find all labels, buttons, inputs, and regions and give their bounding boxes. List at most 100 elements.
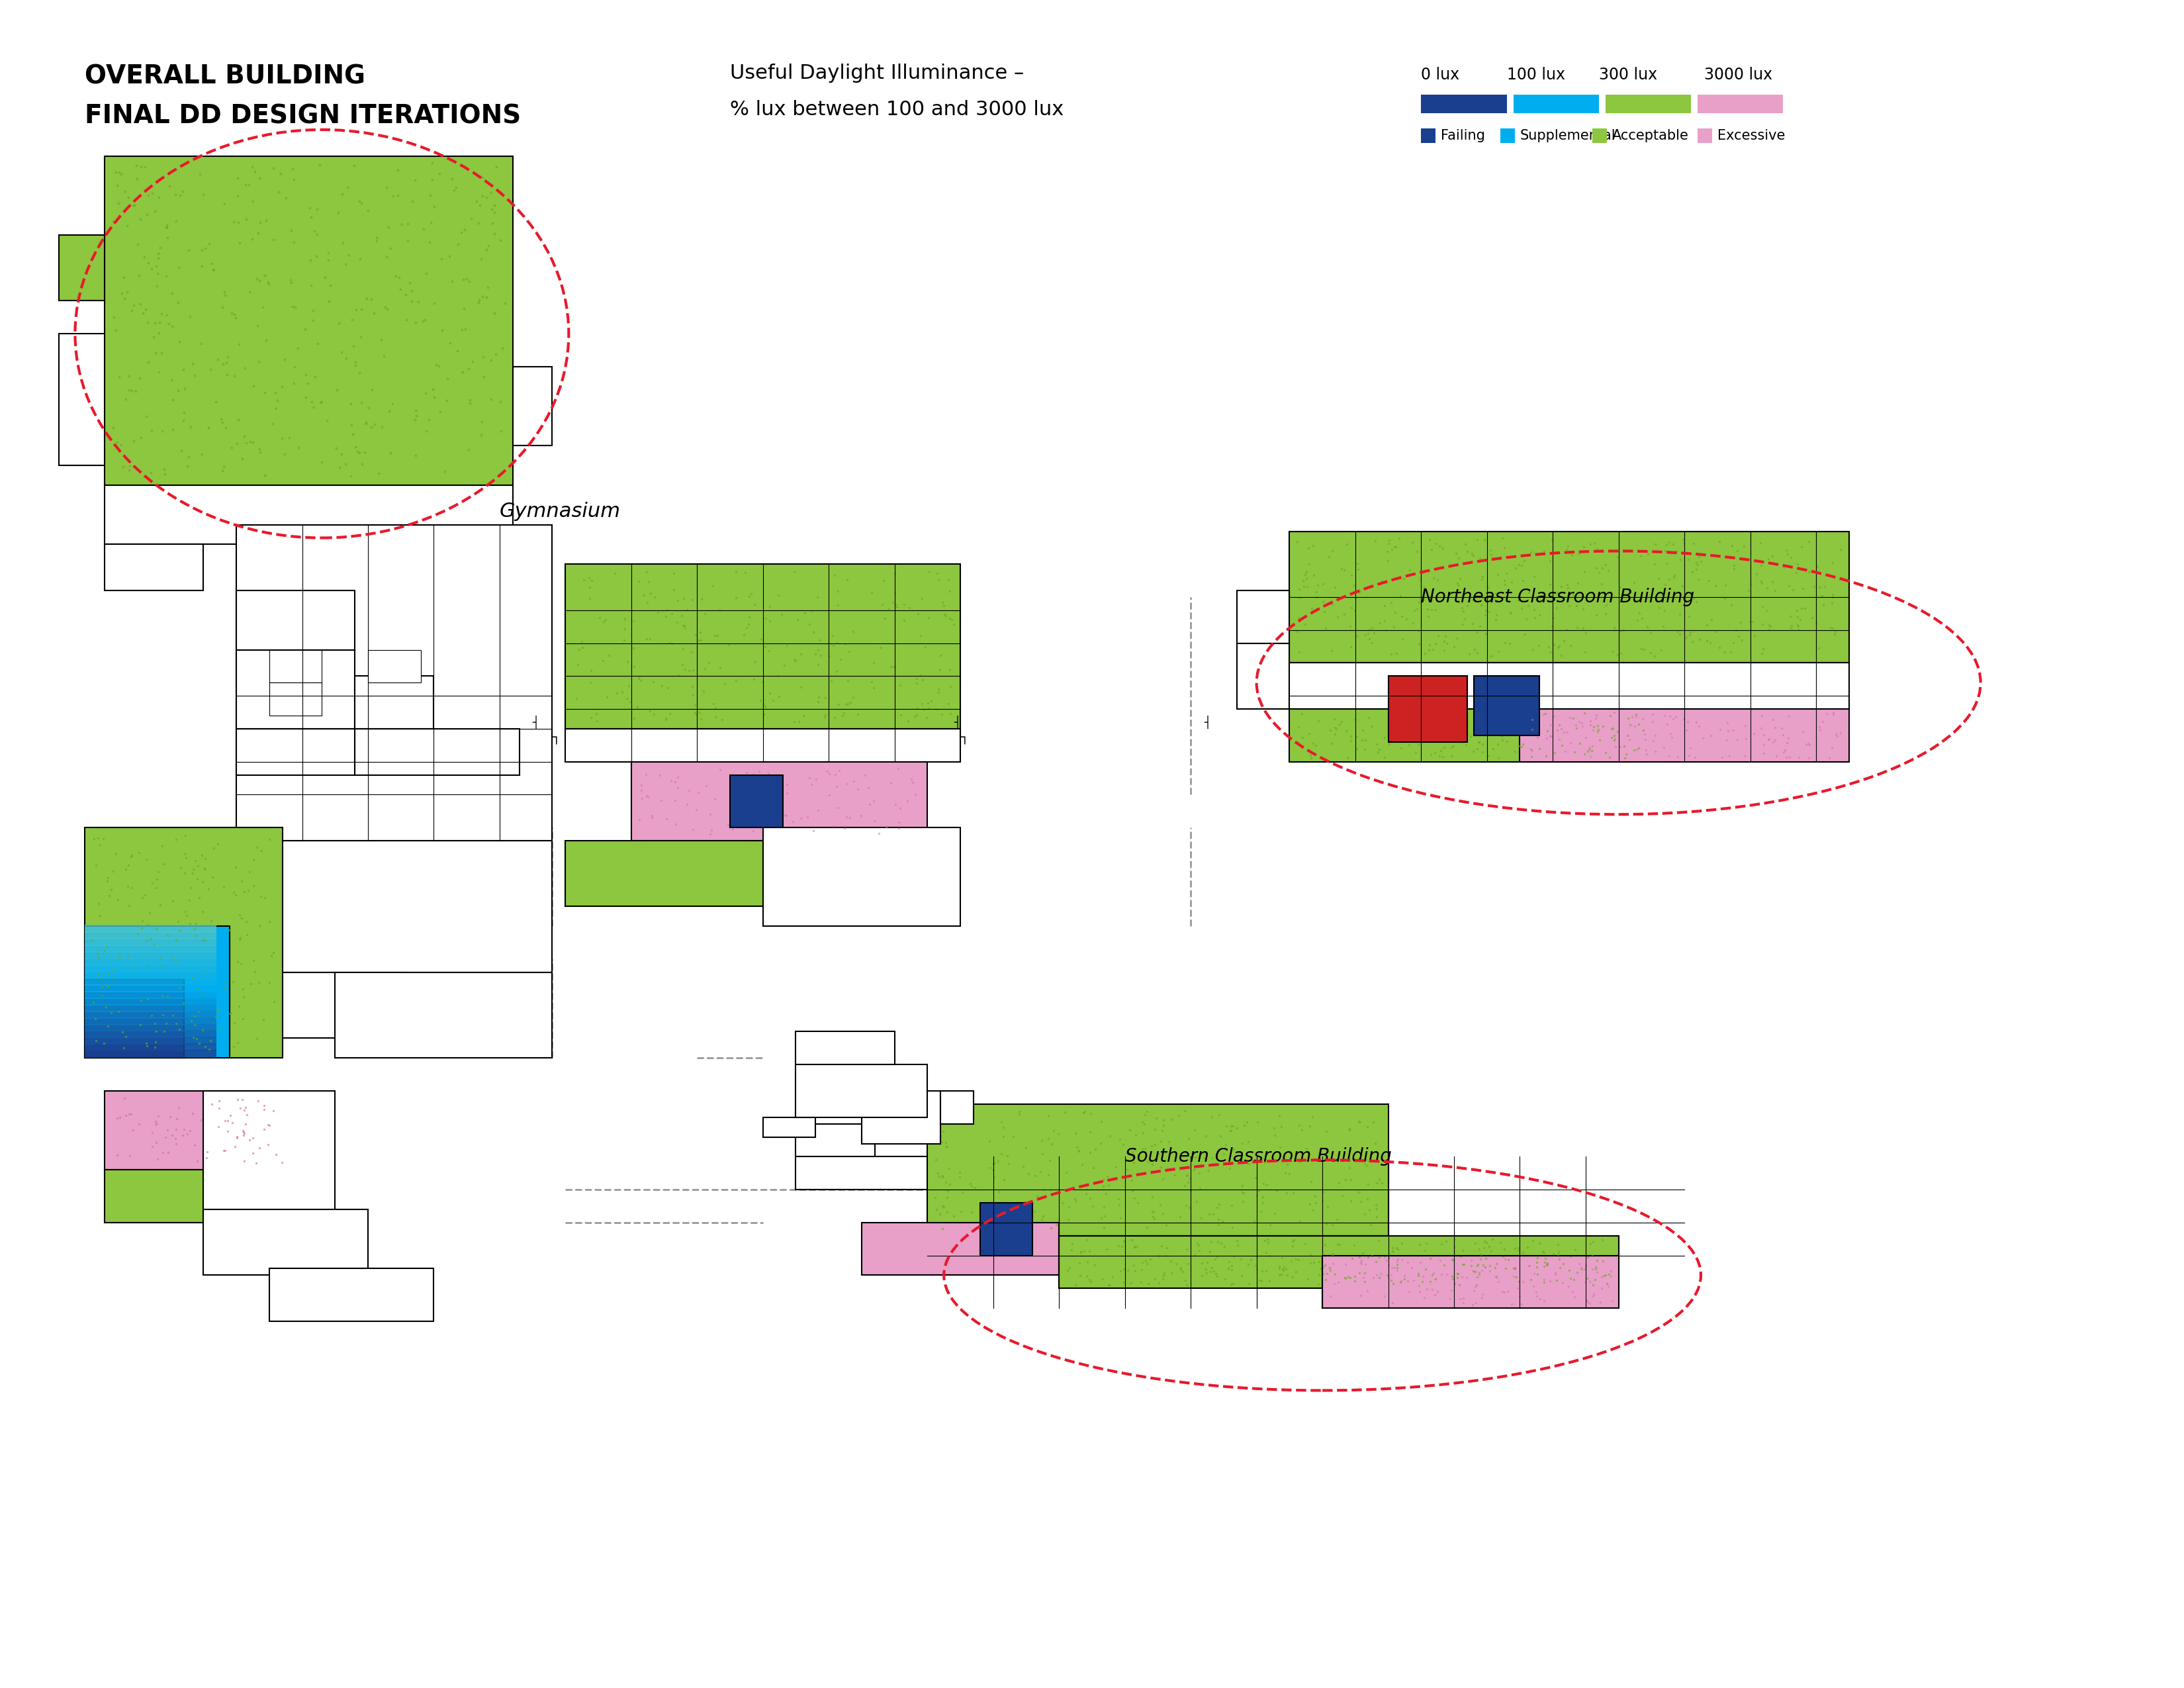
Text: Supplemental: Supplemental: [1520, 128, 1616, 142]
Bar: [795, 1031, 895, 1065]
Bar: [85, 1018, 216, 1025]
Text: Northeast Classroom Building: Northeast Classroom Building: [1422, 587, 1695, 606]
Bar: [236, 525, 553, 841]
Bar: [566, 729, 961, 761]
Bar: [236, 841, 553, 972]
Bar: [941, 1090, 974, 1124]
Bar: [1236, 591, 1289, 643]
Bar: [1236, 643, 1289, 709]
Bar: [729, 775, 782, 827]
Bar: [762, 1117, 815, 1138]
Text: Failing: Failing: [1441, 128, 1485, 142]
Bar: [795, 1124, 876, 1156]
Bar: [367, 650, 422, 682]
Bar: [566, 841, 762, 906]
Bar: [1500, 128, 1514, 143]
Bar: [1059, 1236, 1618, 1288]
Bar: [236, 650, 354, 729]
Bar: [85, 932, 216, 940]
Bar: [269, 682, 321, 716]
Bar: [236, 972, 402, 1038]
Bar: [85, 939, 216, 945]
Bar: [85, 998, 216, 1006]
Text: Southern Classroom Building: Southern Classroom Building: [1125, 1148, 1391, 1166]
Text: ┐: ┐: [961, 733, 968, 744]
Bar: [85, 957, 216, 966]
Bar: [1474, 677, 1540, 736]
Bar: [85, 971, 216, 979]
Text: OVERALL BUILDING: OVERALL BUILDING: [85, 64, 365, 89]
Bar: [105, 1170, 269, 1222]
Bar: [354, 677, 435, 729]
Text: ┐: ┐: [553, 733, 559, 744]
Bar: [795, 1156, 961, 1190]
Bar: [203, 1090, 334, 1222]
Bar: [85, 1004, 216, 1011]
Bar: [85, 1050, 216, 1058]
Bar: [269, 650, 321, 682]
Bar: [85, 945, 216, 952]
Bar: [631, 761, 928, 841]
Bar: [85, 827, 282, 1058]
Bar: [1697, 128, 1712, 143]
Bar: [1697, 95, 1782, 113]
Bar: [1592, 128, 1607, 143]
Text: 300 lux: 300 lux: [1599, 68, 1658, 83]
Text: Useful Daylight Illuminance –: Useful Daylight Illuminance –: [729, 64, 1024, 83]
Text: Excessive: Excessive: [1717, 128, 1784, 142]
Bar: [59, 235, 105, 300]
Bar: [1389, 677, 1468, 743]
Text: % lux between 100 and 3000 lux: % lux between 100 and 3000 lux: [729, 100, 1064, 120]
Bar: [85, 1036, 216, 1045]
Bar: [85, 925, 216, 933]
Text: 100 lux: 100 lux: [1507, 68, 1566, 83]
Bar: [928, 1104, 1389, 1236]
Bar: [85, 952, 216, 959]
Bar: [1289, 532, 1850, 663]
Text: 0 lux: 0 lux: [1422, 68, 1459, 83]
Bar: [85, 1043, 216, 1052]
Bar: [863, 1090, 941, 1143]
Bar: [85, 977, 216, 986]
Bar: [85, 927, 229, 1058]
Text: FINAL DD DESIGN ITERATIONS: FINAL DD DESIGN ITERATIONS: [85, 103, 522, 128]
Bar: [981, 1204, 1033, 1256]
Bar: [105, 1090, 288, 1170]
Text: Acceptable: Acceptable: [1612, 128, 1688, 142]
Text: ┤: ┤: [533, 716, 539, 729]
Bar: [105, 545, 203, 591]
Bar: [1422, 128, 1435, 143]
Bar: [347, 545, 513, 591]
Bar: [203, 1209, 367, 1274]
Bar: [59, 334, 105, 466]
Bar: [566, 564, 961, 729]
Bar: [1520, 709, 1850, 761]
Bar: [85, 964, 216, 972]
Bar: [85, 1011, 216, 1018]
Bar: [1605, 95, 1690, 113]
Bar: [354, 729, 520, 775]
Bar: [1422, 95, 1507, 113]
Bar: [1289, 663, 1850, 709]
Bar: [795, 1065, 928, 1117]
Bar: [334, 972, 553, 1058]
Bar: [236, 729, 354, 775]
Text: ┤: ┤: [954, 716, 961, 729]
Text: Gymnasium: Gymnasium: [500, 501, 620, 522]
Bar: [863, 1222, 1059, 1274]
Bar: [762, 827, 961, 927]
Bar: [105, 155, 513, 484]
Bar: [85, 1023, 216, 1031]
Bar: [105, 484, 513, 545]
Bar: [1289, 709, 1651, 761]
Text: ┤: ┤: [1203, 716, 1210, 729]
Bar: [85, 979, 183, 1058]
Bar: [85, 1030, 216, 1038]
Bar: [85, 991, 216, 999]
Bar: [236, 591, 354, 650]
Bar: [85, 984, 216, 993]
Bar: [1321, 1256, 1618, 1308]
Bar: [513, 366, 553, 446]
Bar: [269, 1269, 435, 1322]
Text: 3000 lux: 3000 lux: [1704, 68, 1773, 83]
